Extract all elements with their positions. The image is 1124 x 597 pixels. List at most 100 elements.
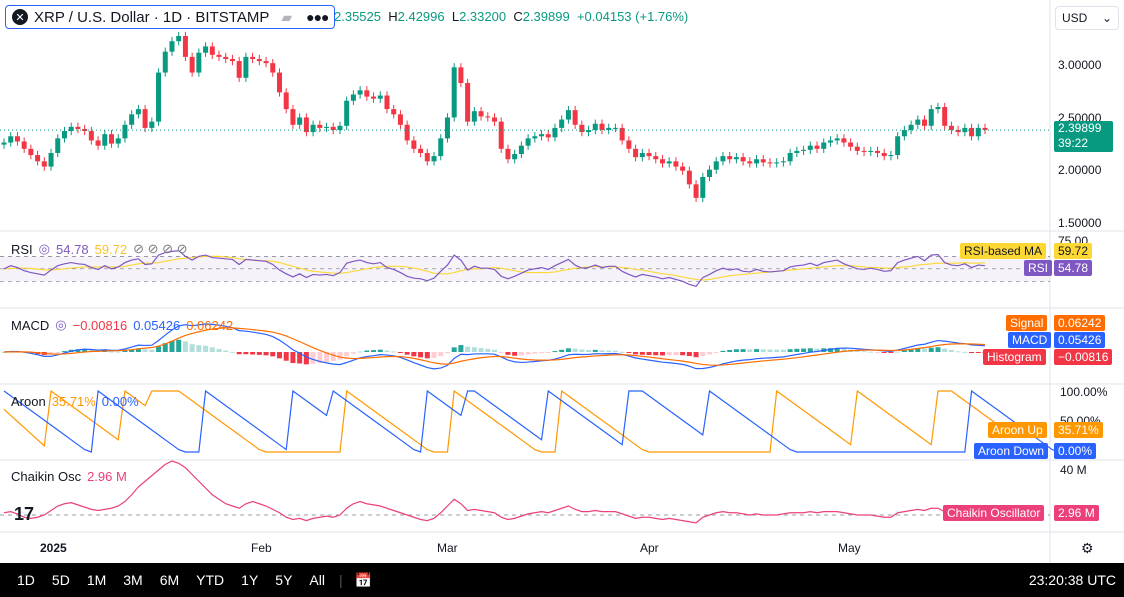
candle-body [418, 148, 424, 153]
settings-gear-icon[interactable]: ⚙ [1081, 540, 1094, 556]
macd-histogram-bar [733, 349, 739, 352]
candle-body [874, 150, 880, 153]
divider: | [338, 572, 343, 588]
macd-legend[interactable]: MACD ◎ −0.00816 0.05426 0.06242 [11, 317, 233, 333]
range-1m[interactable]: 1M [86, 572, 107, 588]
macd-histogram-bar [747, 349, 753, 352]
macd-histogram-bar [243, 352, 249, 355]
macd-histogram-bar [276, 352, 282, 359]
candle-body [727, 156, 733, 160]
hidden-values-icon: ⊘ ⊘ ⊘ ⊘ [133, 241, 188, 256]
candle-body [55, 138, 61, 153]
candle-body [35, 155, 41, 162]
candle-body [156, 72, 162, 122]
candle-body [592, 123, 598, 130]
macd-histogram-bar [256, 352, 262, 355]
xrp-logo-icon: ✕ [12, 9, 28, 25]
symbol-header[interactable]: ✕ XRP / U.S. Dollar · 1D · BITSTAMP ▰ ●●… [5, 5, 335, 29]
rsi-tag-value: 54.78 [1054, 260, 1093, 276]
calendar-icon[interactable]: 📅 [354, 571, 373, 588]
rsi-ma-tag: RSI-based MA [960, 243, 1047, 259]
candle-body [619, 127, 625, 141]
macd-histogram-bar [512, 352, 518, 356]
candle-body [948, 125, 954, 130]
macd-histogram-bar [397, 352, 403, 353]
macd-histogram-bar [411, 352, 417, 357]
candle-body [935, 107, 941, 110]
macd-histogram-bar [337, 352, 343, 360]
macd-histogram-bar [908, 349, 914, 352]
range-5y[interactable]: 5Y [275, 572, 293, 588]
settings-icon[interactable]: ◎ [55, 317, 67, 332]
candle-body [740, 157, 746, 162]
rsi-legend[interactable]: RSI ◎ 54.78 59.72 ⊘ ⊘ ⊘ ⊘ [11, 241, 188, 257]
candle-body [559, 119, 565, 128]
macd-histogram-bar [707, 352, 713, 355]
candle-body [794, 150, 800, 153]
macd-histogram-bar [324, 352, 330, 362]
candle-body [868, 150, 874, 152]
more-options-icon[interactable]: ●●● [306, 9, 329, 25]
macd-histogram-bar [344, 352, 350, 357]
aroon-legend[interactable]: Aroon 35.71% 0.00% [11, 394, 139, 409]
macd-histogram-bar [498, 352, 504, 353]
macd-histogram-bar [935, 347, 941, 352]
ohlc-change: +0.04153 (+1.76%) [576, 9, 689, 24]
macd-histogram-bar [176, 339, 182, 352]
aroon-down-value: 0.00% [101, 394, 139, 409]
chaikin-legend[interactable]: Chaikin Osc 2.96 M [11, 469, 127, 484]
range-ytd[interactable]: YTD [196, 572, 225, 588]
currency-label: USD [1062, 11, 1088, 25]
macd-histogram-bar [639, 352, 645, 355]
rsi-value: 54.78 [56, 241, 89, 257]
macd-histogram-bar [565, 348, 571, 352]
candle-body [438, 138, 444, 157]
macd-histogram-bar [209, 347, 215, 352]
candle-body [579, 124, 585, 133]
candle-body [626, 140, 632, 149]
macd-histogram-bar [478, 348, 484, 352]
candle-body [975, 127, 981, 137]
macd-histogram-bar [586, 349, 592, 352]
settings-icon[interactable]: ◎ [38, 241, 51, 256]
range-3m[interactable]: 3M [123, 572, 143, 588]
macd-histogram-bar [492, 349, 497, 352]
range-1y[interactable]: 1Y [241, 572, 259, 588]
candle-body [149, 121, 155, 128]
candle-body [478, 111, 484, 117]
macd-histogram-bar [458, 345, 464, 352]
candle-body [162, 51, 168, 73]
candle-body [767, 162, 773, 164]
utc-clock[interactable]: 23:20:38 UTC [1028, 572, 1116, 588]
macd-histogram-bar [881, 352, 887, 353]
candle-body [821, 142, 827, 149]
candle-body [686, 170, 692, 185]
macd-histogram-bar [162, 343, 168, 352]
candle-body [142, 109, 148, 128]
chevron-down-icon: ⌄ [1101, 11, 1112, 25]
macd-line [3, 323, 986, 370]
candle-body [787, 152, 793, 162]
range-1d[interactable]: 1D [17, 572, 35, 588]
candle-body [545, 134, 551, 138]
macd-histogram-bar [653, 352, 659, 356]
candle-body [129, 114, 135, 125]
range-6m[interactable]: 6M [159, 572, 180, 588]
chart-canvas[interactable] [0, 0, 1124, 563]
flag-icon[interactable]: ▰ [281, 8, 293, 25]
macd-histogram-bar [236, 352, 242, 355]
candle-body [539, 134, 545, 137]
macd-histogram-bar [619, 351, 625, 353]
range-all[interactable]: All [309, 572, 325, 588]
range-5d[interactable]: 5D [51, 572, 70, 588]
macd-histogram-bar [250, 352, 256, 355]
macd-signal-value: 0.06242 [186, 317, 234, 333]
candle-body [659, 159, 665, 164]
candle-body [572, 110, 578, 125]
candle-body [75, 126, 81, 129]
candle-body [169, 41, 175, 52]
currency-select[interactable]: USD ⌄ [1055, 6, 1119, 30]
candle-body [344, 100, 350, 126]
macd-histogram-bar [485, 348, 491, 352]
candle-body [209, 46, 215, 55]
